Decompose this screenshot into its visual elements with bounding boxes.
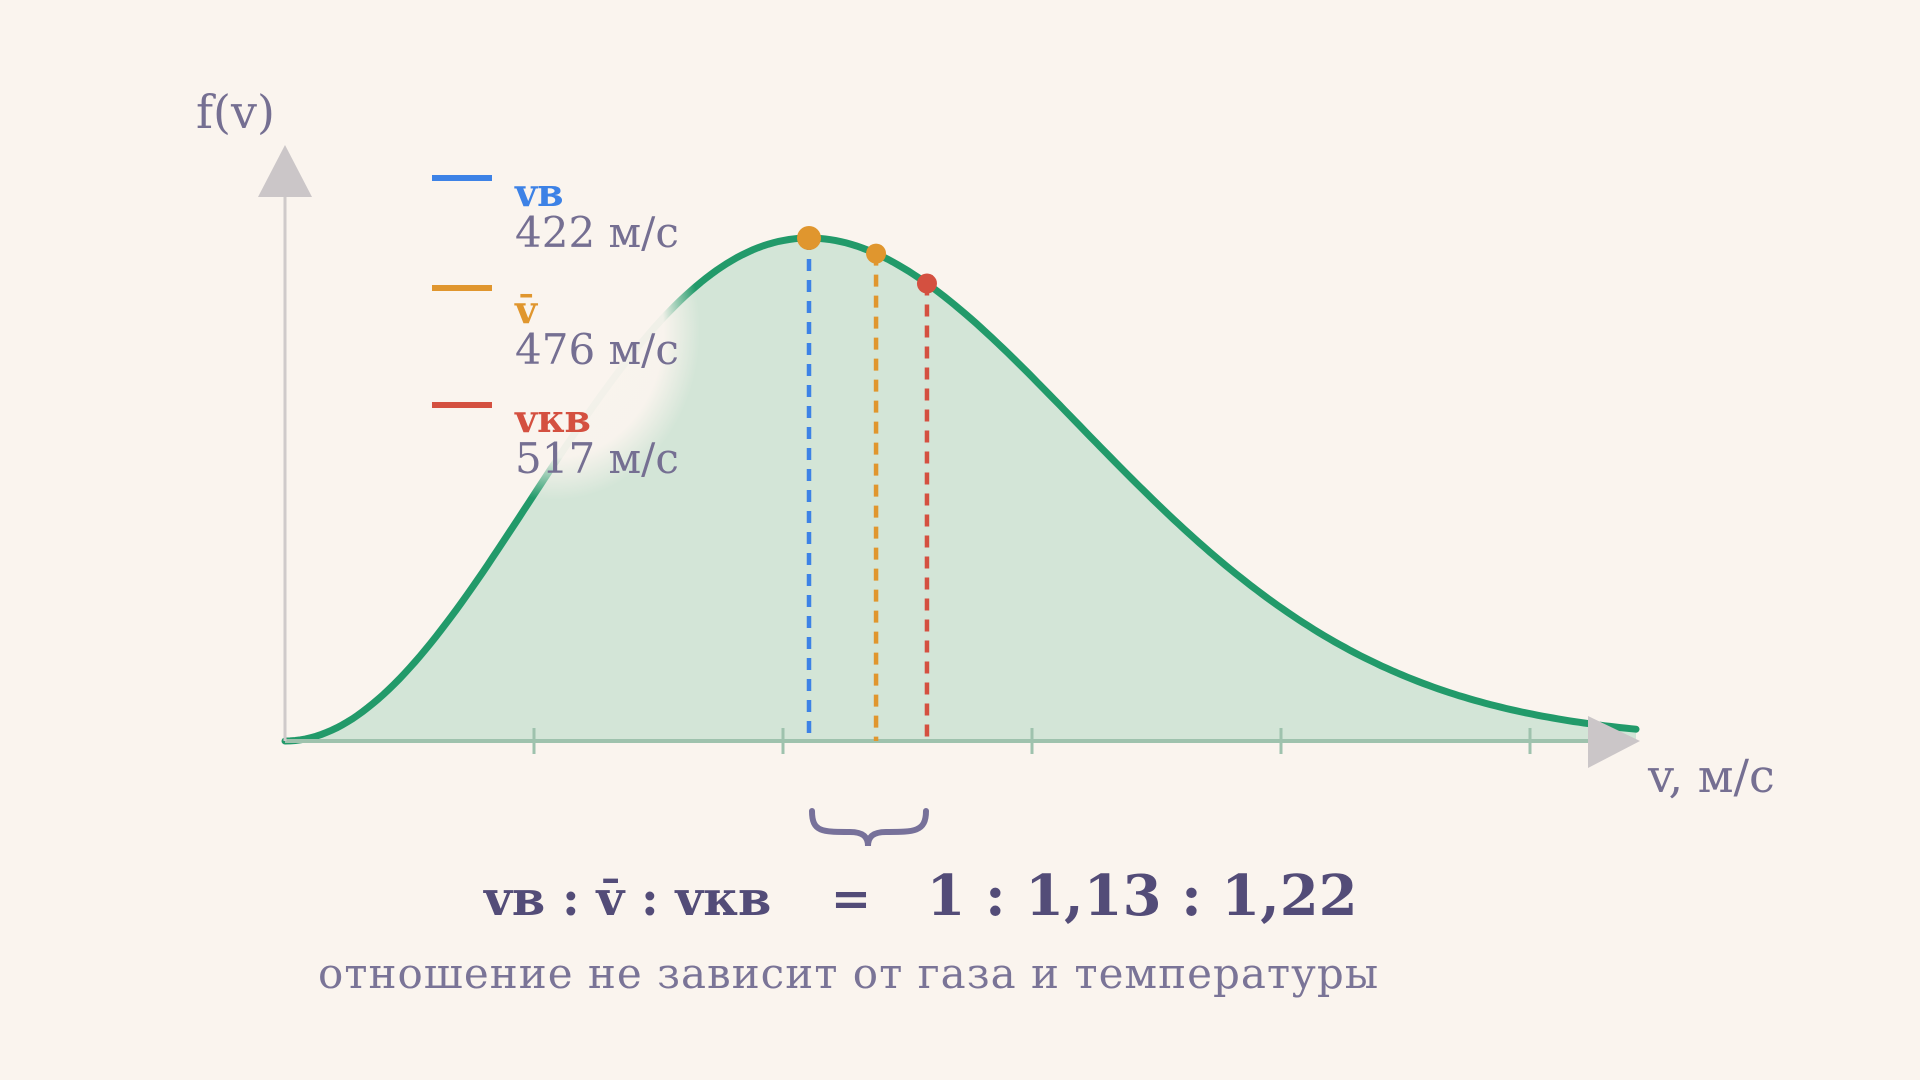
marker-dot-vkv — [916, 273, 937, 294]
ratio-lhs: vв : v̄ : vкв — [483, 871, 771, 927]
ratio-note: отношение не зависит от газа и температу… — [318, 949, 1379, 998]
x-axis-label: v, м/с — [1647, 749, 1775, 803]
x-axis-ticks — [532, 728, 1532, 754]
legend-value-vkv: 517 м/с — [515, 434, 679, 483]
marker-dot-vavg — [866, 243, 887, 264]
ratio-formula: vв : v̄ : vкв = 1 : 1,13 : 1,22 — [483, 863, 1358, 929]
legend-value-vavg: 476 м/с — [515, 325, 679, 374]
y-axis-label: f(v) — [196, 85, 275, 139]
legend: vв 422 м/с v̄ 476 м/с vкв 517 м/с — [432, 170, 679, 483]
y-axis-arrow-icon — [258, 145, 312, 197]
marker-dot-vb — [797, 226, 821, 250]
distribution-area — [285, 238, 1636, 741]
legend-name-vkv: vкв — [514, 396, 591, 441]
brace-icon — [809, 808, 929, 847]
ratio-equals: = — [831, 871, 871, 927]
legend-name-vavg: v̄ — [514, 287, 539, 332]
x-axis-arrow-icon — [1588, 716, 1640, 768]
legend-name-vb: vв — [514, 170, 563, 215]
legend-value-vb: 422 м/с — [515, 208, 679, 257]
legend-glow — [410, 160, 700, 500]
distribution-curve — [281, 234, 1640, 745]
ratio-rhs: 1 : 1,13 : 1,22 — [927, 863, 1358, 929]
